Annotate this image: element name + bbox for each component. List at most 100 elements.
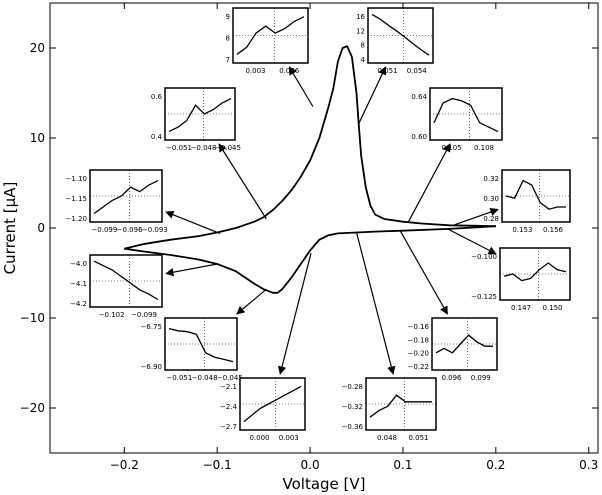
inset-trace	[93, 260, 159, 301]
inset-y-tick-label: 4	[361, 56, 366, 64]
inset-y-tick-label: 0.60	[411, 133, 427, 141]
inset-y-tick-label: 7	[226, 56, 230, 64]
inset-trace	[371, 13, 430, 56]
inset-y-tick-label: −6.90	[141, 363, 162, 371]
inset-arrow	[399, 230, 448, 315]
x-tick-label: 0.2	[486, 458, 505, 472]
y-axis-ticks: −20 −10 0 10 20	[20, 41, 598, 415]
y-tick-label: 10	[30, 131, 45, 145]
inset-arrow	[236, 288, 267, 315]
inset-y-tick-label: −1.20	[66, 215, 87, 223]
inset-y-tick-label: −0.18	[408, 336, 429, 344]
inset-x-tick-label: −0.102	[99, 311, 125, 319]
inset-8: 0.147 0.150 −0.100 −0.125	[471, 247, 571, 312]
y-axis-label: Current [μA]	[1, 182, 19, 275]
inset-x-tick-label: 0.105	[442, 144, 462, 152]
inset-x-tick-label: 0.147	[511, 304, 531, 312]
inset-y-tick-label: −2.7	[220, 423, 237, 431]
inset-arrow	[447, 228, 497, 255]
inset-y-tick-label: −4.0	[70, 260, 87, 268]
inset-x-tick-label: −0.048	[191, 144, 217, 152]
inset-x-tick-label: −0.096	[117, 226, 143, 234]
inset-arrow	[218, 143, 267, 220]
inset-11: 0.000 0.003 −2.1 −2.4 −2.7	[220, 377, 306, 442]
inset-trace	[236, 16, 305, 55]
inset-y-tick-label: −0.22	[408, 363, 429, 371]
inset-x-tick-label: 0.099	[471, 374, 491, 382]
inset-y-tick-label: −4.1	[70, 280, 87, 288]
inset-arrow	[452, 207, 499, 226]
inset-6: 0.153 0.156 0.32 0.30 0.28	[483, 169, 571, 234]
inset-y-tick-label: 9	[226, 13, 230, 21]
inset-y-tick-label: −0.32	[342, 403, 363, 411]
inset-arrow	[357, 66, 387, 125]
inset-y-tick-label: 8	[226, 35, 230, 43]
inset-arrow	[288, 66, 314, 107]
inset-arrow	[165, 263, 218, 277]
inset-x-tick-label: −0.051	[166, 144, 192, 152]
x-tick-label: −0.2	[110, 458, 139, 472]
x-axis-label: Voltage [V]	[283, 475, 366, 493]
inset-y-tick-label: −0.16	[408, 323, 430, 331]
inset-trace	[243, 385, 302, 423]
inset-x-tick-label: 0.153	[512, 226, 532, 234]
inset-arrow	[277, 253, 312, 375]
x-tick-label: 0.1	[393, 458, 412, 472]
inset-frame	[365, 377, 437, 431]
inset-x-tick-label: 0.051	[408, 434, 428, 442]
inset-x-tick-label: −0.051	[166, 374, 192, 382]
x-tick-label: 0.0	[301, 458, 320, 472]
inset-trace	[168, 327, 234, 363]
inset-y-tick-label: −0.125	[471, 293, 497, 301]
inset-trace	[503, 262, 567, 282]
inset-x-tick-label: 0.096	[441, 374, 462, 382]
inset-y-tick-label: 0.28	[483, 215, 499, 223]
inset-x-tick-label: 0.156	[543, 226, 564, 234]
inset-y-tick-label: −4.2	[70, 300, 87, 308]
inset-x-tick-label: −0.045	[217, 374, 243, 382]
inset-1: 0.003 0.006 9 8 7	[226, 7, 309, 75]
inset-x-tick-label: 0.003	[245, 67, 265, 75]
inset-y-tick-label: 0.4	[151, 133, 163, 141]
inset-trace	[433, 97, 499, 133]
inset-trace	[505, 179, 566, 210]
x-axis-ticks: −0.2 −0.1 0.0 0.1 0.2 0.3	[110, 3, 598, 472]
inset-trace	[168, 98, 232, 133]
inset-trace	[435, 334, 493, 354]
inset-10: 0.096 0.099 −0.16 −0.18 −0.20 −0.22	[408, 317, 498, 382]
inset-3: −0.051−0.048−0.045 0.6 0.4	[151, 87, 241, 152]
inset-y-tick-label: 16	[356, 13, 365, 21]
inset-y-tick-label: −2.4	[220, 403, 238, 411]
inset-arrow	[355, 232, 396, 375]
inset-y-tick-label: 8	[361, 42, 365, 50]
inset-arrow	[165, 210, 221, 234]
inset-5: −0.099 −0.096 −0.093 −1.10 −1.15 −1.20	[66, 169, 168, 234]
inset-2: 0.051 0.054 16 12 8 4	[356, 7, 434, 75]
inset-y-tick-label: −0.100	[471, 253, 497, 261]
inset-y-tick-label: −6.75	[141, 323, 162, 331]
series-line-2	[124, 225, 496, 294]
inset-x-tick-label: 0.006	[279, 67, 300, 75]
inset-trace	[369, 394, 432, 418]
inset-x-tick-label: 0.051	[377, 67, 397, 75]
inset-arrow	[407, 143, 451, 222]
series-layer	[124, 45, 496, 294]
y-tick-label: 0	[37, 221, 45, 235]
inset-y-tick-label: −0.36	[342, 423, 364, 431]
inset-x-tick-label: −0.099	[131, 311, 157, 319]
inset-x-tick-label: −0.099	[91, 226, 117, 234]
y-tick-label: −20	[20, 401, 45, 415]
inset-x-tick-label: −0.093	[142, 226, 168, 234]
inset-x-tick-label: 0.108	[474, 144, 494, 152]
inset-y-tick-label: −2.1	[220, 383, 237, 391]
inset-x-tick-label: −0.045	[215, 144, 241, 152]
inset-x-tick-label: 0.003	[279, 434, 299, 442]
inset-x-tick-label: 0.048	[377, 434, 397, 442]
inset-7: −0.102 −0.099 −4.0 −4.1 −4.2	[70, 254, 163, 319]
inset-x-tick-label: 0.054	[407, 67, 428, 75]
inset-4: 0.105 0.108 0.64 0.60	[411, 87, 503, 152]
inset-9: −0.051 −0.048 −0.045 −6.75 −6.90	[141, 317, 243, 382]
x-tick-label: −0.1	[203, 458, 232, 472]
